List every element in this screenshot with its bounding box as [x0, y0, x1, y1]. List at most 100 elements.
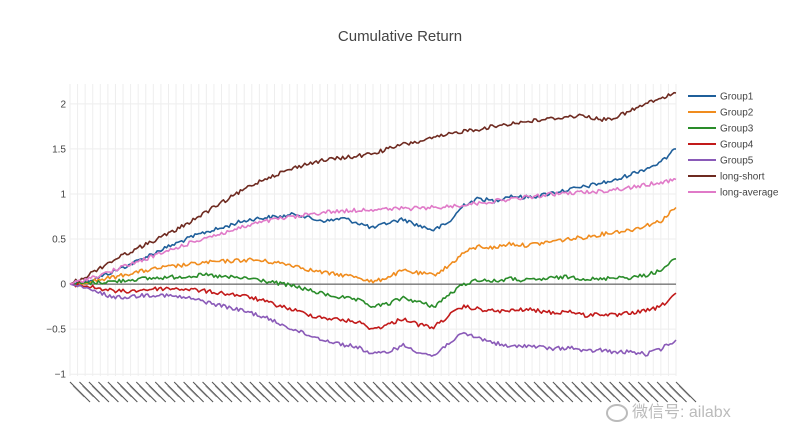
x-tick-mark — [176, 385, 189, 398]
x-tick-mark — [498, 385, 511, 398]
legend-item-Group4[interactable]: Group4 — [688, 140, 754, 151]
x-tick-mark — [277, 381, 299, 403]
x-tick-mark — [470, 385, 482, 398]
y-tick-label: 0 — [60, 280, 66, 291]
x-tick-mark — [258, 381, 280, 403]
series-line-long-short[interactable] — [69, 91, 677, 285]
x-tick-mark — [164, 381, 186, 403]
legend-item-long-short[interactable]: long-short — [688, 172, 765, 183]
x-tick-mark — [318, 385, 331, 398]
x-tick-mark — [224, 385, 236, 398]
series-layer[interactable] — [69, 91, 677, 357]
x-tick-mark — [356, 385, 369, 398]
x-tick-mark — [584, 385, 596, 398]
x-tick-mark — [410, 381, 432, 403]
y-tick-label: 1.5 — [52, 144, 66, 155]
x-tick-mark — [552, 381, 574, 403]
series-line-Group5[interactable] — [69, 283, 677, 357]
x-tick-mark — [565, 385, 577, 398]
legend-item-long-average[interactable]: long-average — [688, 188, 779, 199]
x-tick-mark — [467, 381, 489, 403]
x-tick-mark — [233, 385, 246, 398]
series-line-long-average[interactable] — [69, 177, 677, 285]
x-tick-mark — [281, 385, 293, 398]
x-tick-mark — [306, 381, 328, 403]
x-tick-mark — [508, 385, 520, 398]
y-tick-label: −1 — [55, 370, 67, 381]
x-tick-mark — [571, 381, 593, 403]
x-tick-mark — [486, 381, 508, 403]
x-tick-mark — [353, 381, 375, 403]
x-tick-mark — [495, 381, 517, 403]
x-tick-mark — [419, 381, 441, 403]
x-tick-mark — [211, 381, 233, 403]
x-tick-mark — [334, 381, 356, 403]
series-line-Group2[interactable] — [69, 206, 677, 287]
x-tick-mark — [82, 385, 94, 398]
x-tick-mark — [148, 385, 161, 398]
x-tick-mark — [675, 381, 697, 403]
x-tick-mark — [135, 381, 157, 403]
x-tick-mark — [98, 381, 119, 403]
x-tick-mark — [457, 381, 479, 403]
x-tick-mark — [609, 381, 631, 403]
legend-label: long-average — [720, 188, 779, 199]
x-tick-mark — [517, 385, 530, 398]
x-tick-mark — [315, 381, 337, 403]
x-tick-mark — [202, 381, 223, 403]
x-tick-mark — [678, 385, 691, 398]
x-tick-mark — [593, 385, 606, 398]
x-tick-mark — [612, 385, 625, 398]
legend-item-Group5[interactable]: Group5 — [688, 156, 754, 167]
x-tick-mark — [344, 381, 365, 403]
series-line-Group1[interactable] — [69, 148, 677, 285]
x-tick-mark — [183, 381, 205, 403]
x-tick-mark — [243, 385, 255, 398]
x-tick-mark — [385, 385, 397, 398]
grid-layer — [69, 84, 677, 376]
x-tick-mark — [476, 381, 498, 403]
x-tick-mark — [423, 385, 435, 398]
watermark-text: 微信号: ailabx — [632, 404, 731, 421]
x-tick-mark — [157, 385, 170, 398]
x-tick-mark — [167, 385, 179, 398]
y-tick-label: 0.5 — [52, 235, 66, 246]
x-tick-mark — [101, 385, 113, 398]
series-line-Group4[interactable] — [69, 282, 677, 330]
y-axis-ticks: −1 −0.5 0 0.5 1 1.5 2 — [46, 99, 66, 380]
series-line-Group3[interactable] — [69, 258, 677, 308]
x-tick-mark — [375, 385, 388, 398]
x-tick-mark — [460, 385, 473, 398]
x-tick-mark — [72, 385, 85, 398]
legend[interactable]: Group1 Group2 Group3 Group4 Group5 long-short… — [688, 92, 779, 199]
x-tick-mark — [382, 381, 403, 403]
legend-label: Group4 — [720, 140, 754, 151]
x-tick-mark — [391, 381, 413, 403]
x-tick-mark — [669, 385, 681, 398]
x-tick-mark — [429, 381, 451, 403]
x-tick-mark — [262, 385, 274, 398]
legend-label: Group5 — [720, 156, 754, 167]
x-tick-mark — [479, 385, 492, 398]
legend-item-Group1[interactable]: Group1 — [688, 92, 754, 103]
x-tick-mark — [489, 385, 501, 398]
x-tick-mark — [656, 381, 678, 403]
x-tick-mark — [401, 381, 422, 403]
legend-label: long-short — [720, 172, 765, 183]
x-tick-mark — [590, 381, 612, 403]
x-tick-mark — [618, 381, 640, 403]
x-tick-mark — [631, 385, 643, 398]
x-tick-mark — [221, 381, 242, 403]
x-tick-mark — [628, 381, 650, 403]
x-tick-mark — [296, 381, 318, 403]
legend-item-Group2[interactable]: Group2 — [688, 108, 754, 119]
x-tick-mark — [451, 385, 464, 398]
x-tick-mark — [107, 381, 129, 403]
y-tick-label: −0.5 — [46, 325, 66, 336]
y-tick-label: 1 — [60, 189, 66, 200]
x-tick-mark — [394, 385, 407, 398]
x-tick-mark — [555, 385, 568, 398]
legend-item-Group3[interactable]: Group3 — [688, 124, 754, 135]
x-tick-mark — [325, 381, 347, 403]
